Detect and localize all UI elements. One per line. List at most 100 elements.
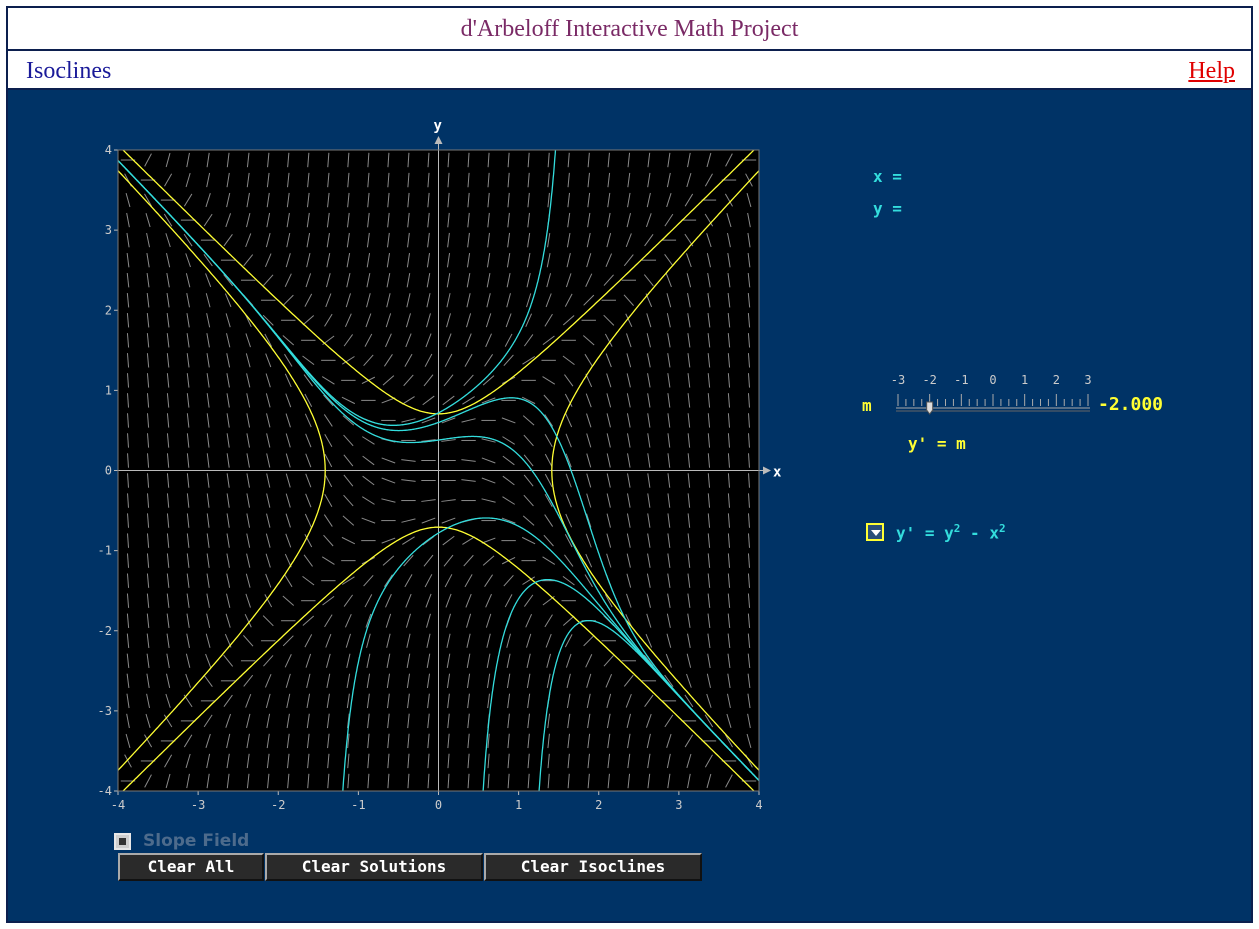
slope-field-toggle[interactable]: Slope Field (114, 831, 249, 851)
slope-segment-87 (166, 313, 170, 328)
slope-segment-440 (386, 293, 391, 308)
slope-segment-272 (285, 453, 291, 468)
slope-segment-729 (565, 273, 572, 288)
slope-field-label: Slope Field (143, 831, 250, 851)
slope-segment-510 (427, 172, 430, 188)
slope-segment-675 (547, 713, 551, 729)
slope-segment-830 (627, 172, 631, 188)
slope-segment-340 (321, 376, 335, 385)
slope-segment-584 (485, 613, 492, 628)
slope-segment-573 (467, 192, 470, 208)
equation-selector[interactable]: y' = y2 - x2 (866, 522, 1006, 542)
slope-segment-457 (405, 593, 412, 608)
slope-segment-133 (203, 674, 213, 687)
slope-segment-549 (466, 673, 471, 689)
slope-segment-47 (147, 473, 150, 488)
slope-segment-622 (502, 496, 515, 505)
slope-segment-696 (545, 293, 552, 308)
slope-segment-453 (406, 673, 411, 689)
slope-segment-196 (245, 693, 252, 708)
slope-segment-414 (367, 172, 370, 188)
slope-segment-391 (366, 633, 371, 648)
slope-segment-719 (565, 473, 572, 488)
slope-segment-816 (627, 453, 631, 468)
slope-segment-728 (564, 293, 573, 307)
slope-segment-626 (501, 417, 516, 424)
slope-segment-55 (146, 313, 150, 328)
slope-segment-122 (185, 253, 191, 268)
slope-segment-438 (385, 333, 392, 348)
slope-segment-574 (467, 172, 470, 188)
help-link[interactable]: Help (1188, 58, 1235, 84)
slope-segment-324 (326, 693, 330, 709)
slope-segment-550 (466, 653, 471, 668)
clear-solutions-button[interactable]: Clear Solutions (265, 853, 483, 881)
slope-segment-1012 (747, 373, 751, 388)
slope-segment-461 (401, 518, 416, 523)
slope-segment-1005 (747, 513, 750, 528)
slope-segment-576 (487, 773, 490, 789)
slope-segment-749 (586, 513, 592, 528)
slope-segment-621 (501, 517, 516, 524)
slope-segment-860 (645, 213, 652, 228)
slope-segment-463 (401, 479, 416, 482)
slope-segment-520 (446, 613, 451, 628)
slope-segment-766 (587, 172, 590, 188)
slope-segment-359 (345, 633, 351, 648)
slope-segment-328 (324, 614, 333, 628)
slope-segment-927 (687, 152, 691, 168)
slope-segment-159 (206, 152, 210, 168)
slope-segment-191 (226, 152, 230, 168)
slope-segment-743 (583, 635, 595, 647)
slope-segment-479 (407, 152, 410, 168)
slider-thumb-shape[interactable] (926, 401, 934, 415)
slope-segment-384 (367, 773, 370, 789)
slope-segment-523 (443, 554, 454, 567)
slope-segment-922 (686, 253, 692, 268)
slope-segment-388 (366, 693, 370, 709)
slope-segment-592 (481, 457, 496, 464)
slope-segment-734 (567, 172, 570, 188)
slope-segment-257 (287, 753, 290, 769)
slope-segment-562 (461, 418, 476, 423)
slope-segment-318 (307, 172, 310, 188)
slope-segment-91 (165, 233, 171, 248)
slope-segment-197 (243, 674, 254, 687)
slope-segment-240 (266, 453, 271, 468)
slope-segment-870 (665, 653, 672, 668)
slope-segment-280 (282, 294, 294, 306)
m-slider[interactable]: -3 -2 -1 0 1 2 3 (862, 364, 1092, 424)
slope-segment-4 (126, 693, 130, 709)
slope-segment-803 (626, 713, 631, 729)
clear-isoclines-button[interactable]: Clear Isoclines (484, 853, 702, 881)
slope-segment-780 (606, 533, 612, 548)
slope-segment-185 (223, 274, 234, 287)
plot-border (117, 149, 760, 792)
slope-segment-669 (527, 192, 530, 208)
slope-segment-1019 (747, 232, 751, 248)
slope-segment-170 (226, 573, 231, 588)
slider-thumb[interactable] (926, 401, 934, 415)
dropdown-arrow-icon[interactable] (866, 523, 884, 542)
slope-segment-41 (146, 593, 150, 608)
slope-segment-657 (523, 434, 534, 447)
slope-segment-686 (544, 494, 553, 508)
slope-segment-286 (287, 172, 290, 188)
slope-segment-265 (282, 595, 295, 606)
slope-segment-319 (307, 152, 310, 168)
slope-segment-664 (526, 293, 532, 308)
x-tick-label-8: 4 (755, 798, 762, 812)
slope-segment-652 (521, 536, 536, 545)
slope-segment-603 (487, 232, 490, 248)
slope-segment-943 (707, 473, 711, 488)
clear-all-button[interactable]: Clear All (118, 853, 264, 881)
slope-segment-920 (687, 293, 691, 308)
slope-segment-862 (647, 172, 651, 188)
slope-segment-296 (302, 615, 315, 626)
slope-segment-493 (421, 517, 436, 524)
slope-field-checkbox[interactable] (114, 832, 131, 850)
slope-segment-37 (146, 673, 150, 689)
slope-segment-910 (687, 493, 691, 508)
slope-segment-46 (146, 493, 150, 508)
